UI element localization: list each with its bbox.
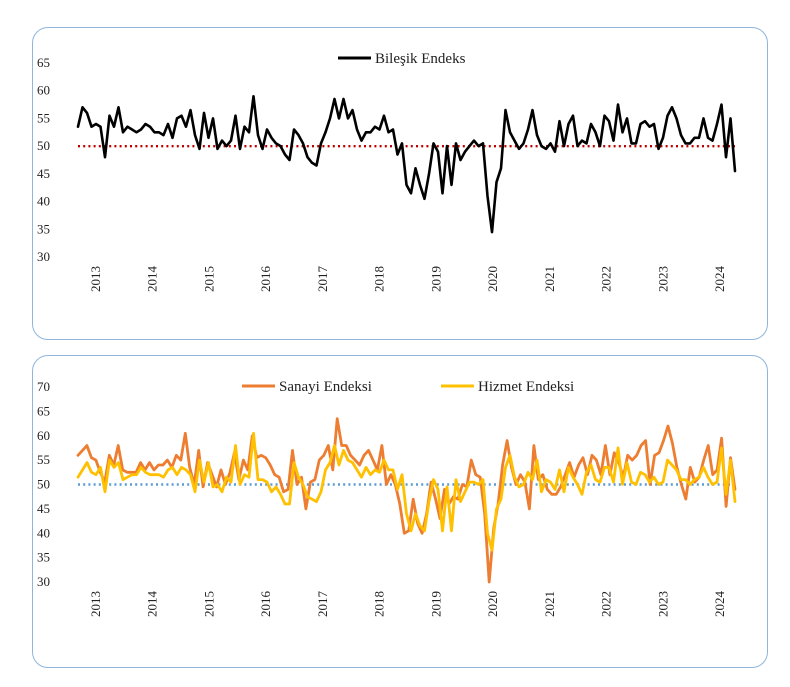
series-line-1	[76, 417, 737, 584]
y-tick-label: 70	[37, 379, 50, 394]
y-tick-label: 60	[37, 83, 50, 98]
x-tick-label: 2014	[145, 591, 160, 618]
x-tick-label: 2020	[485, 591, 500, 617]
y-tick-label: 55	[37, 110, 50, 125]
y-tick-label: 30	[37, 249, 50, 264]
y-tick-label: 35	[37, 550, 50, 565]
x-tick-label: 2024	[712, 266, 727, 293]
x-tick-label: 2019	[428, 266, 443, 292]
legend-label: Hizmet Endeksi	[478, 379, 574, 395]
y-tick-label: 60	[37, 428, 50, 443]
legend-label: Sanayi Endeksi	[279, 379, 372, 395]
y-tick-label: 30	[37, 574, 50, 589]
y-tick-label: 45	[37, 166, 50, 181]
y-tick-label: 65	[37, 55, 50, 70]
x-tick-label: 2015	[201, 266, 216, 292]
y-tick-label: 55	[37, 452, 50, 467]
sector-index-panel: 30 35 40 45 50 55 60 65 70 2013 2014 2015 2016 2017 20…	[32, 355, 768, 668]
x-tick-label: 2019	[428, 591, 443, 617]
x-tick-label: 2016	[258, 266, 273, 293]
composite-index-panel: 30 35 40 45 50 55 60 65 2013 2014 2015 2016 2017 2018…	[32, 27, 768, 340]
legend-label: Bileşik Endeks	[375, 51, 466, 67]
series-line-1	[76, 95, 737, 234]
series-line-2	[76, 431, 737, 552]
x-tick-label: 2021	[542, 591, 557, 617]
x-tick-label: 2014	[145, 266, 160, 293]
x-tick-label: 2018	[372, 591, 387, 617]
x-tick-label: 2021	[542, 266, 557, 292]
y-tick-label: 40	[37, 194, 50, 209]
x-tick-label: 2017	[315, 266, 330, 293]
x-tick-label: 2023	[655, 266, 670, 292]
y-tick-label: 50	[37, 138, 50, 153]
x-tick-label: 2023	[655, 591, 670, 617]
y-tick-label: 40	[37, 525, 50, 540]
x-tick-label: 2016	[258, 591, 273, 618]
composite-index-chart: 30 35 40 45 50 55 60 65 2013 2014 2015 2016 2017 2018…	[37, 51, 737, 293]
x-tick-label: 2024	[712, 591, 727, 618]
x-tick-label: 2018	[372, 266, 387, 292]
sector-index-chart: 30 35 40 45 50 55 60 65 70 2013 2014 2015 2016 2017 20…	[37, 379, 737, 618]
x-tick-label: 2013	[88, 266, 103, 292]
y-tick-label: 65	[37, 403, 50, 418]
y-tick-label: 45	[37, 501, 50, 516]
x-tick-label: 2020	[485, 266, 500, 292]
x-tick-label: 2022	[599, 591, 614, 617]
y-tick-label: 35	[37, 221, 50, 236]
x-tick-label: 2015	[201, 591, 216, 617]
x-tick-label: 2022	[599, 266, 614, 292]
x-tick-label: 2013	[88, 591, 103, 617]
x-tick-label: 2017	[315, 591, 330, 618]
y-tick-label: 50	[37, 477, 50, 492]
